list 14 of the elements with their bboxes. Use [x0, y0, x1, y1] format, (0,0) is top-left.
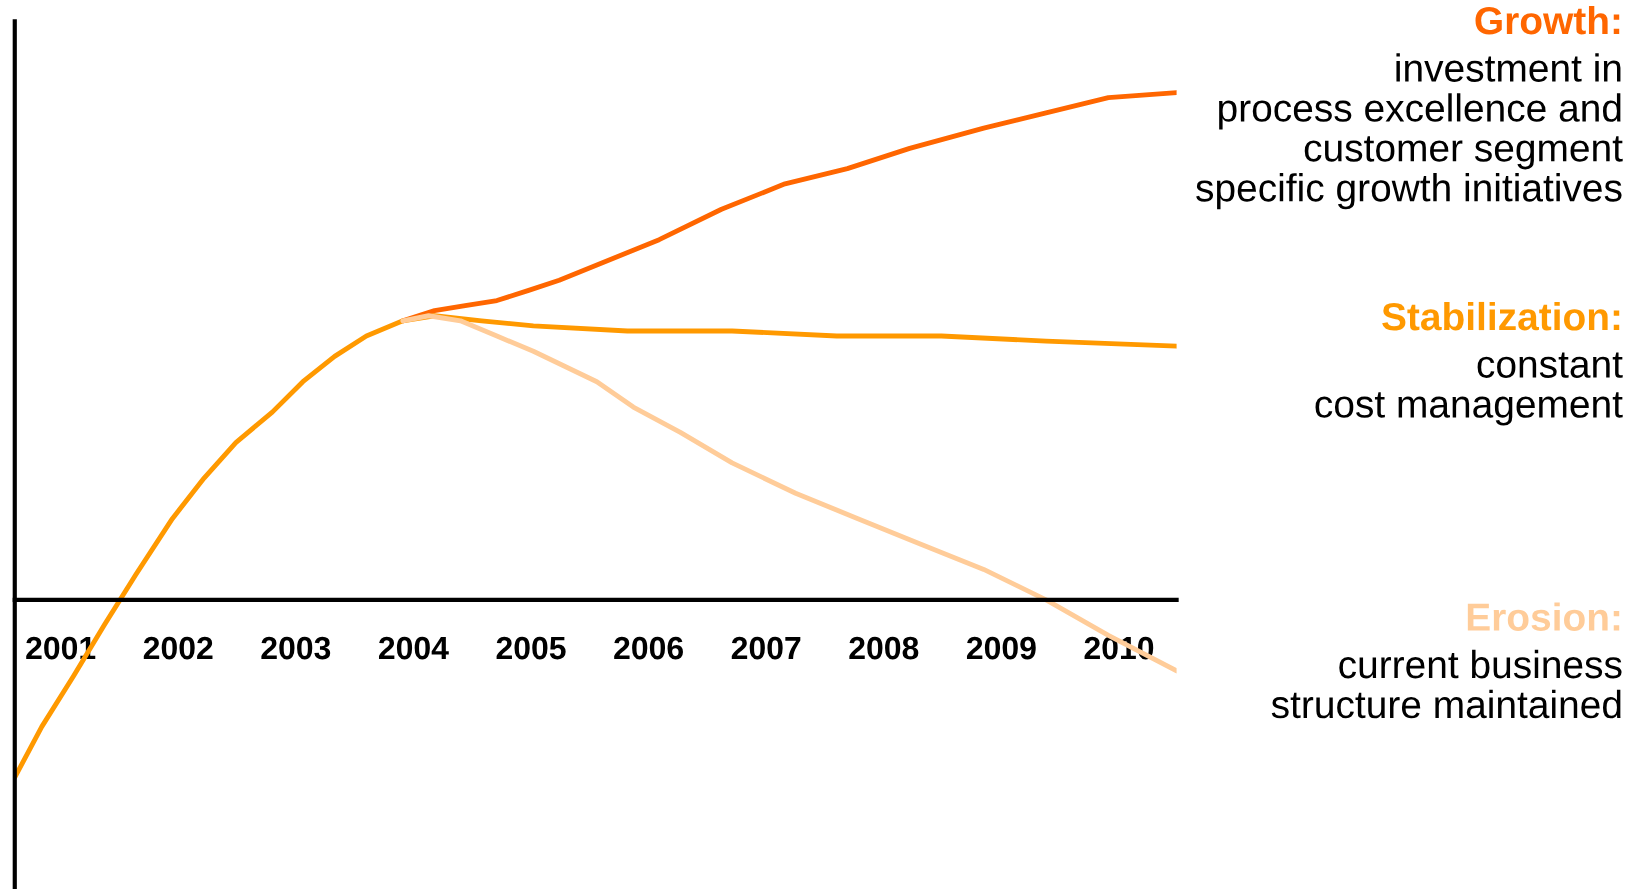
x-tick-label: 2003	[261, 636, 331, 660]
x-tick-label: 2009	[966, 636, 1036, 660]
text: Growth:	[1475, 5, 1620, 35]
x-tick-label: 2007	[731, 636, 801, 660]
x-tick-label: 2002	[143, 636, 213, 660]
text: investment in process excellence and customer segment specific growth initiatives	[1196, 53, 1623, 210]
x-tick-label: 2005	[496, 636, 566, 660]
x-tick-label: 2008	[849, 636, 919, 660]
x-tick-label: 2006	[614, 636, 683, 660]
text: Erosion:	[1467, 602, 1620, 631]
text: constant cost management	[1315, 352, 1623, 426]
text: Stabilization:	[1382, 301, 1620, 331]
x-tick-label: 2004	[378, 636, 449, 660]
text: current business structure maintained	[1271, 649, 1622, 719]
